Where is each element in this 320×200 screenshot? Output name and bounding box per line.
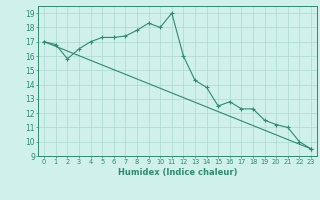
X-axis label: Humidex (Indice chaleur): Humidex (Indice chaleur) (118, 168, 237, 177)
